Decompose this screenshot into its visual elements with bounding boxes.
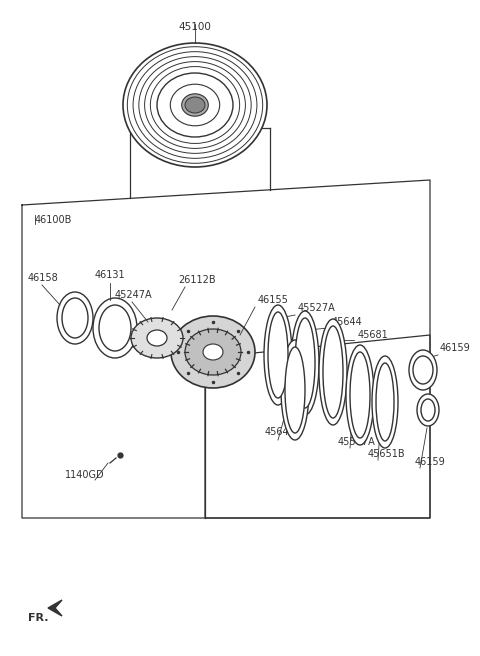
Ellipse shape [185,329,241,375]
Ellipse shape [57,292,93,344]
Text: 46100B: 46100B [35,215,72,225]
Ellipse shape [203,344,223,360]
Text: 46131: 46131 [95,270,126,280]
Ellipse shape [291,311,319,415]
Ellipse shape [147,330,167,346]
Ellipse shape [295,318,315,408]
Ellipse shape [417,394,439,426]
Ellipse shape [376,363,394,441]
Ellipse shape [319,319,347,425]
Ellipse shape [409,350,437,390]
Text: 45247A: 45247A [115,290,153,300]
Text: 46155: 46155 [258,295,289,305]
Ellipse shape [421,399,435,421]
Ellipse shape [99,305,131,351]
Ellipse shape [350,352,370,438]
Text: 45577A: 45577A [338,437,376,447]
Text: 26112B: 26112B [178,275,216,285]
Ellipse shape [285,347,305,433]
Text: 45527A: 45527A [298,303,336,313]
Ellipse shape [323,326,343,418]
Ellipse shape [413,356,433,384]
Ellipse shape [268,312,288,398]
Ellipse shape [264,305,292,405]
Ellipse shape [171,316,255,388]
Text: FR.: FR. [28,613,48,623]
Text: 45644: 45644 [332,317,363,327]
Ellipse shape [131,318,183,358]
Text: 45681: 45681 [358,330,389,340]
Ellipse shape [346,345,374,445]
Ellipse shape [185,97,205,113]
Text: 46159: 46159 [415,457,446,467]
Ellipse shape [182,94,208,116]
Ellipse shape [372,356,398,448]
Ellipse shape [93,298,137,358]
Ellipse shape [157,73,233,137]
Text: 46158: 46158 [28,273,59,283]
Polygon shape [48,600,62,616]
Ellipse shape [281,340,309,440]
Text: 45651B: 45651B [368,449,406,459]
Text: 46159: 46159 [440,343,471,353]
Text: 1140GD: 1140GD [65,470,105,480]
Text: 45643C: 45643C [265,427,302,437]
Ellipse shape [62,298,88,338]
Text: 45100: 45100 [179,22,211,32]
Ellipse shape [123,43,267,167]
